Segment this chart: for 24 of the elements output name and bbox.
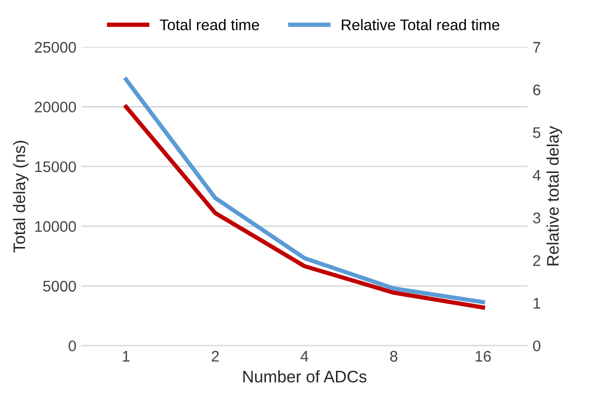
y-tick-label: 15000: [35, 161, 76, 172]
y-tick-label: 5000: [43, 280, 76, 292]
x-tick-label: 1: [122, 351, 130, 362]
x-axis-title: Number of ADCs: [243, 370, 366, 383]
y2-tick-label: 2: [533, 255, 540, 266]
y-tick-label: 0: [68, 340, 76, 352]
y-tick-label: 25000: [34, 42, 76, 53]
x-tick-label: 2: [212, 350, 219, 362]
legend-label: Relative Total read time: [342, 19, 500, 30]
y2-tick-label: 0: [533, 340, 540, 352]
y-axis-title: Total delay (ns): [12, 140, 29, 252]
y2-tick-label: 4: [532, 170, 541, 181]
y2-tick-label: 7: [533, 42, 540, 53]
y-tick-label: 20000: [34, 102, 76, 112]
x-tick-label: 16: [476, 350, 491, 362]
y2-tick-label: 1: [534, 298, 540, 308]
y2-tick-label: 6: [533, 84, 540, 96]
y2-tick-label: 5: [533, 127, 540, 138]
x-tick-label: 4: [300, 351, 308, 362]
legend-label: Total read time: [160, 19, 259, 30]
x-tick-label: 8: [390, 350, 398, 362]
y2-axis-title: Relative total delay: [546, 126, 562, 266]
y2-tick-label: 3: [533, 212, 540, 224]
y-tick-label: 10000: [35, 221, 76, 232]
